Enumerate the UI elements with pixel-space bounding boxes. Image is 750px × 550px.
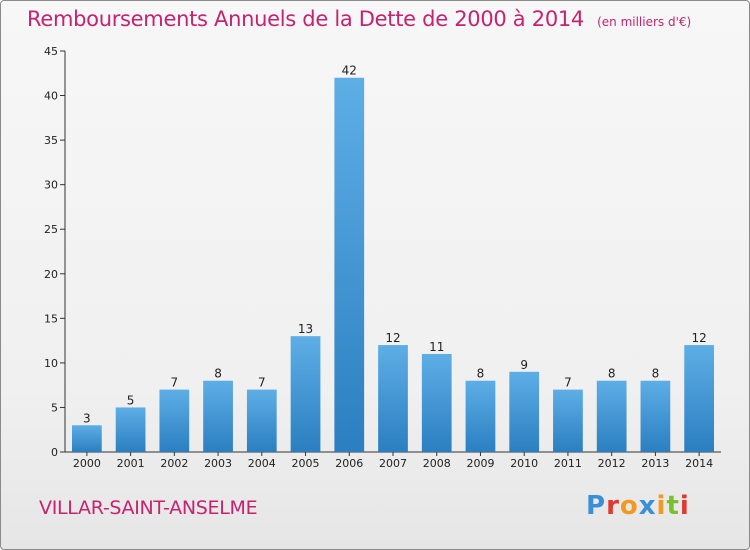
chart-title-text: Remboursements Annuels de la Dette de 20… [27,7,584,31]
bar-2004 [246,389,277,452]
x-tick-label-2005: 2005 [292,457,320,470]
x-tick-label-2000: 2000 [73,457,101,470]
bar-2009 [465,380,496,452]
bar-2012 [596,380,627,452]
y-tick-label: 30 [44,179,58,192]
bar-2002 [159,389,190,452]
proxiti-logo: Proxiti [586,491,690,521]
logo-letter: t [666,491,680,521]
data-label-2013: 8 [652,367,660,381]
data-label-2007: 12 [385,331,400,345]
data-label-2000: 3 [83,411,91,425]
bar-2014 [684,345,715,452]
bar-2011 [553,389,583,452]
data-label-2004: 7 [258,376,266,390]
bar-2010 [509,371,540,452]
x-tick-label-2009: 2009 [466,457,494,470]
x-tick-label-2008: 2008 [423,457,451,470]
y-tick-label: 5 [51,401,58,414]
y-tick-label: 35 [44,134,58,147]
bar-2003 [203,380,233,452]
x-tick-label-2004: 2004 [248,457,276,470]
data-label-2005: 13 [298,322,313,336]
bar-2007 [378,345,408,452]
logo-letter: i [656,491,667,521]
chart-title: Remboursements Annuels de la Dette de 20… [27,7,691,31]
y-tick-label: 25 [44,223,58,236]
bar-2013 [640,380,671,452]
y-tick-label: 45 [44,45,58,58]
x-tick-label-2011: 2011 [554,457,582,470]
data-label-2003: 8 [214,367,222,381]
x-tick-label-2010: 2010 [510,457,538,470]
data-label-2009: 8 [477,367,485,381]
data-label-2001: 5 [127,393,135,407]
y-tick-label: 15 [44,312,58,325]
bar-2006 [334,77,365,452]
data-label-2014: 12 [691,331,706,345]
data-label-2002: 7 [171,376,179,390]
bar-2005 [290,336,321,452]
data-label-2012: 8 [608,367,616,381]
x-tick-label-2007: 2007 [379,457,407,470]
x-tick-label-2013: 2013 [641,457,669,470]
bar-2008 [421,353,452,452]
bar-2000 [71,425,102,452]
data-label-2008: 11 [429,340,444,354]
logo-letter: r [606,491,620,521]
logo-letter: o [619,491,639,521]
x-tick-label-2014: 2014 [685,457,713,470]
y-tick-label: 10 [44,357,58,370]
y-tick-label: 40 [44,90,58,103]
x-tick-label-2001: 2001 [117,457,145,470]
logo-letter: i [679,491,690,521]
y-tick-label: 20 [44,268,58,281]
logo-letter: x [638,491,657,521]
commune-name: VILLAR-SAINT-ANSELME [39,497,258,519]
data-label-2011: 7 [564,376,572,390]
bar-2001 [115,407,146,452]
x-tick-label-2006: 2006 [335,457,363,470]
x-tick-label-2012: 2012 [598,457,626,470]
logo-letter: P [586,491,607,521]
data-label-2006: 42 [342,64,357,78]
data-label-2010: 9 [520,358,528,372]
x-tick-label-2003: 2003 [204,457,232,470]
chart-unit: (en milliers d'€) [597,15,692,29]
y-tick-label: 0 [51,446,58,459]
x-tick-label-2002: 2002 [160,457,188,470]
